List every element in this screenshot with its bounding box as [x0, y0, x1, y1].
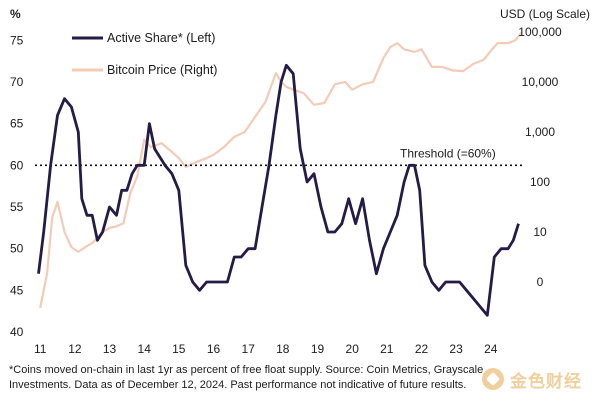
left-axis-tick-label: 40	[10, 325, 24, 339]
footnote: *Coins moved on-chain in last 1yr as per…	[9, 363, 594, 393]
right-axis-tick-label: 1,000	[525, 125, 555, 139]
left-axis-tick-label: 50	[10, 242, 24, 256]
right-axis-tick-label: 100	[530, 175, 550, 189]
right-axis-tick-label: 10,000	[522, 75, 559, 89]
x-axis-tick-label: 20	[346, 342, 360, 356]
bitcoin-price-series	[39, 31, 523, 309]
right-axis-tick-label: 10	[533, 225, 547, 239]
right-axis-ticks: 0 10 100 1,000 10,000 100,000	[518, 25, 562, 289]
x-axis-tick-label: 16	[207, 342, 221, 356]
right-axis-tick-label: 0	[537, 275, 544, 289]
watermark-logo-icon	[482, 368, 504, 390]
left-axis-tick-label: 60	[10, 158, 24, 172]
watermark-text: 金色财经	[510, 371, 582, 392]
x-axis-ticks: 11 12 13 14 15 16 17 18 19 20 21 22 23 24	[34, 342, 498, 356]
right-axis-unit: USD (Log Scale)	[500, 7, 590, 21]
left-axis-tick-label: 55	[10, 200, 24, 214]
bitcoin-price-line	[39, 31, 523, 309]
x-axis-tick-label: 15	[172, 342, 186, 356]
left-axis-ticks: 40 45 50 55 60 65 70 75	[10, 33, 24, 339]
legend-label-active-share: Active Share* (Left)	[107, 31, 215, 45]
right-axis-tick-label: 100,000	[518, 25, 562, 39]
x-axis-tick-label: 11	[34, 342, 47, 356]
x-axis-tick-label: 23	[449, 342, 463, 356]
x-axis-tick-label: 12	[68, 342, 82, 356]
left-axis-unit: %	[10, 7, 21, 21]
x-axis-tick-label: 13	[103, 342, 117, 356]
legend-label-bitcoin-price: Bitcoin Price (Right)	[107, 63, 217, 77]
left-axis-tick-label: 70	[10, 75, 24, 89]
x-axis-tick-label: 19	[311, 342, 325, 356]
watermark: 金色财经	[482, 366, 594, 392]
x-axis-tick-label: 17	[242, 342, 256, 356]
footnote-line: *Coins moved on-chain in last 1yr as per…	[9, 364, 484, 376]
legend: Active Share* (Left) Bitcoin Price (Righ…	[72, 31, 217, 77]
active-share-line	[37, 63, 520, 317]
footnote-line: Investments. Data as of December 12, 202…	[9, 379, 467, 391]
x-axis-tick-label: 18	[276, 342, 290, 356]
x-axis-tick-label: 22	[415, 342, 429, 356]
left-axis-tick-label: 45	[10, 283, 24, 297]
x-axis-tick-label: 14	[138, 342, 152, 356]
x-axis-tick-label: 24	[484, 342, 498, 356]
left-axis-tick-label: 65	[10, 117, 24, 131]
active-share-series	[37, 63, 520, 317]
left-axis-tick-label: 75	[10, 33, 24, 47]
x-axis-tick-label: 21	[380, 342, 394, 356]
threshold-label: Threshold (=60%)	[400, 146, 496, 160]
